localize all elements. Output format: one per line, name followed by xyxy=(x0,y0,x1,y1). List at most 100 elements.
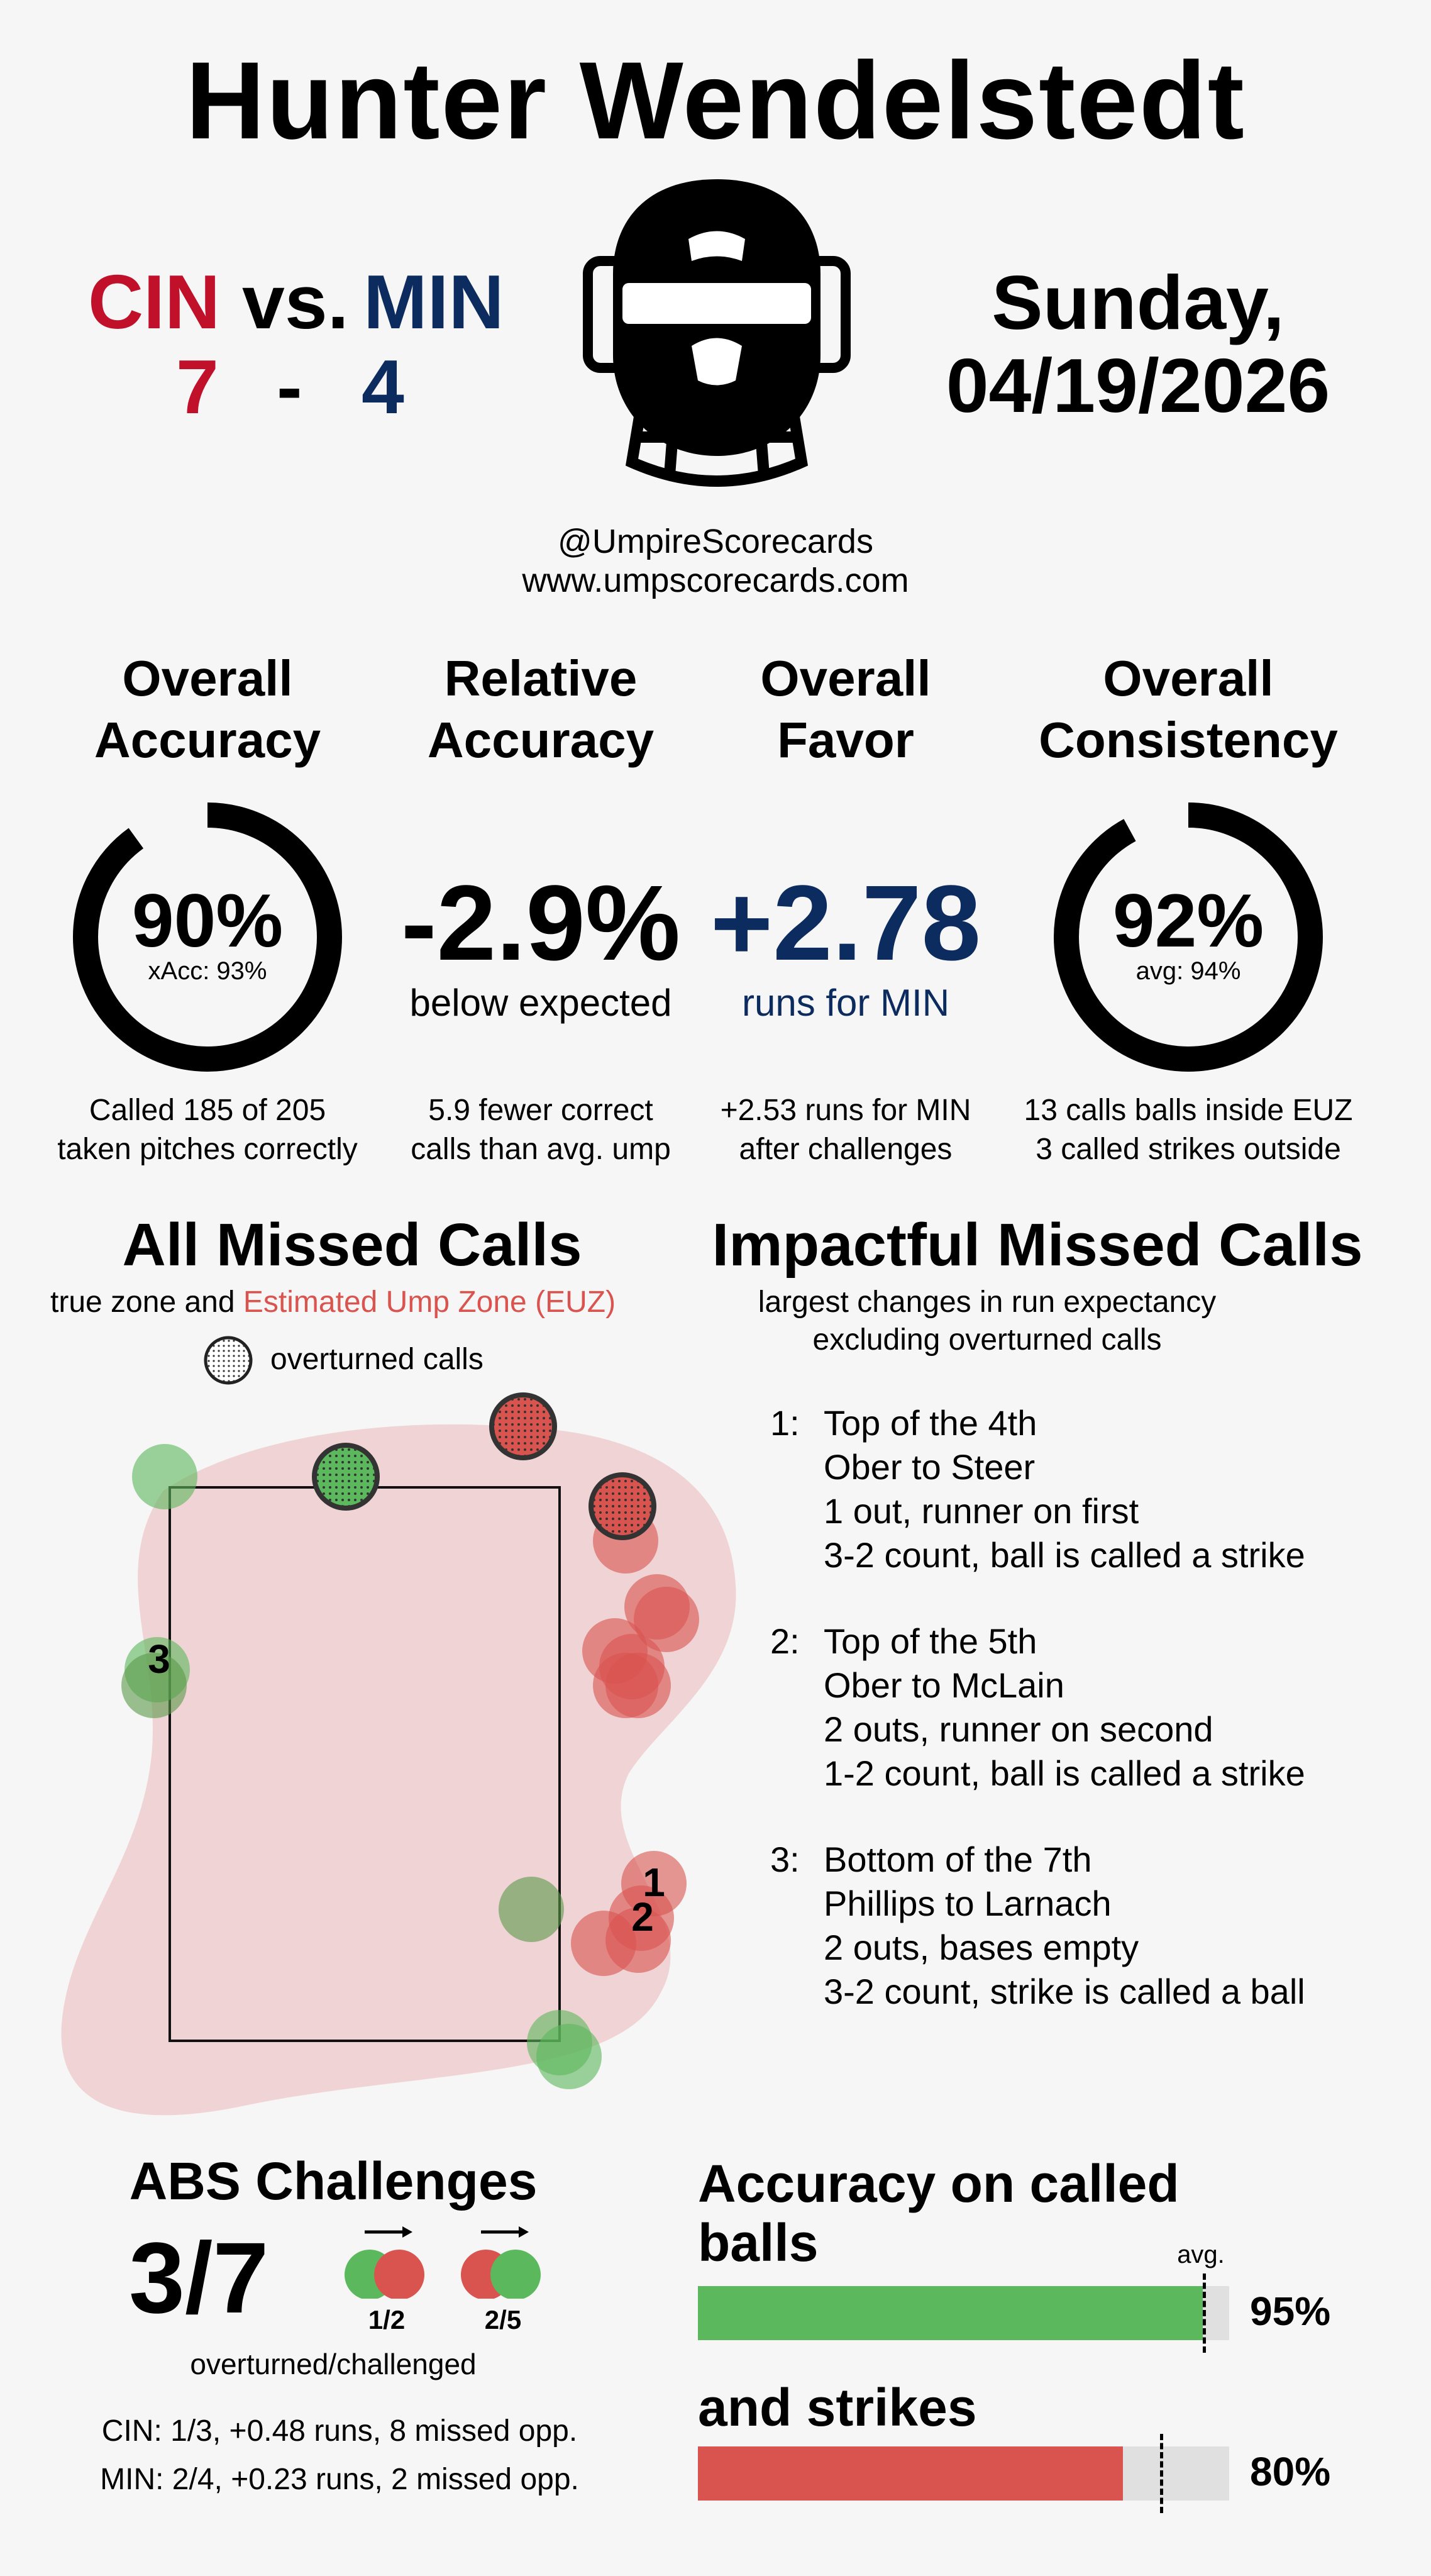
missed-call-green xyxy=(536,2024,602,2089)
accuracy-bars-title-line2: balls xyxy=(698,2213,819,2272)
missed-call-marker-1: 1 xyxy=(643,1860,665,1905)
abs-cin-line: CIN: 1/3, +0.48 runs, 8 missed opp. xyxy=(101,2414,578,2448)
impact-item-1-situation: 1 out, runner on first xyxy=(824,1491,1139,1531)
relative-footer-line1: 5.9 fewer correct xyxy=(428,1094,653,1127)
missed-call-green xyxy=(121,1653,187,1718)
favor-value: +2.78 xyxy=(710,863,981,983)
strike-to-ball-icon xyxy=(461,2226,541,2299)
relative-footer: 5.9 fewer correct calls than avg. ump xyxy=(387,1091,695,1169)
abs-icon1-label: 1/2 xyxy=(368,2305,406,2334)
impact-item-2: Top of the 5th Ober to McLain 2 outs, ru… xyxy=(824,1619,1305,1796)
consistency-value: 92% xyxy=(1112,879,1264,963)
abs-icon2-label: 2/5 xyxy=(484,2305,522,2334)
balls-accuracy-value: 95% xyxy=(1250,2289,1331,2334)
date-value: 04/19/2026 xyxy=(946,343,1330,428)
true-zone-label: true zone and xyxy=(50,1285,235,1319)
accuracy-heading-line2: Accuracy xyxy=(94,712,321,768)
impactful-title: Impactful Missed Calls xyxy=(712,1211,1363,1279)
impact-item-2-num: 2: xyxy=(770,1621,800,1661)
overturned-legend-icon xyxy=(204,1336,253,1385)
accuracy-heading: Overall Accuracy xyxy=(38,648,377,771)
accuracy-footer: Called 185 of 205 taken pitches correctl… xyxy=(13,1091,402,1169)
impact-item-3-call: 3-2 count, strike is called a ball xyxy=(824,1972,1305,2011)
website-link[interactable]: www.umpscorecards.com xyxy=(522,562,909,599)
consistency-heading: Overall Consistency xyxy=(1006,648,1371,771)
consistency-avg: avg: 94% xyxy=(1135,957,1241,985)
missed-call-green xyxy=(499,1877,564,1942)
accuracy-value: 90% xyxy=(131,879,284,963)
accuracy-footer-line1: Called 185 of 205 xyxy=(89,1094,326,1127)
avg-label: avg. xyxy=(1177,2241,1225,2268)
missed-call-red xyxy=(605,1653,671,1718)
xacc-value: xAcc: 93% xyxy=(148,957,267,985)
missed-call-marker-3: 3 xyxy=(148,1636,170,1682)
accuracy-heading-line1: Overall xyxy=(122,650,293,706)
away-team: CIN xyxy=(88,259,221,345)
date-day: Sunday, xyxy=(992,260,1285,345)
impact-item-2-situation: 2 outs, runner on second xyxy=(824,1709,1213,1749)
vs-label: vs. xyxy=(242,259,349,345)
missed-call-red xyxy=(634,1587,699,1652)
strikes-accuracy-bar xyxy=(698,2434,1229,2513)
abs-caption: overturned/challenged xyxy=(190,2348,477,2380)
favor-sub: runs for MIN xyxy=(741,982,950,1024)
impactful-subtitle-2: excluding overturned calls xyxy=(812,1323,1162,1357)
accuracy-bars-title: Accuracy on called balls xyxy=(698,2154,1180,2272)
abs-min-line: MIN: 2/4, +0.23 runs, 2 missed opp. xyxy=(100,2463,579,2496)
strikes-accuracy-value: 80% xyxy=(1250,2449,1331,2494)
impact-item-2-inning: Top of the 5th xyxy=(824,1621,1037,1661)
favor-footer-line1: +2.53 runs for MIN xyxy=(720,1094,971,1127)
euz-label: Estimated Ump Zone (EUZ) xyxy=(243,1285,616,1319)
favor-heading: Overall Favor xyxy=(698,648,993,771)
relative-heading-line1: Relative xyxy=(444,650,638,706)
impact-item-1-inning: Top of the 4th xyxy=(824,1403,1037,1443)
missed-call-green xyxy=(132,1444,197,1509)
score-dash: - xyxy=(277,344,302,430)
strikes-avg-marker xyxy=(1160,2434,1164,2513)
balls-accuracy-fill xyxy=(698,2286,1203,2340)
favor-footer-line2: after challenges xyxy=(739,1133,953,1166)
consistency-footer-line1: 13 calls balls inside EUZ xyxy=(1024,1094,1353,1127)
euz-shape xyxy=(61,1424,736,2116)
consistency-footer-line2: 3 called strikes outside xyxy=(1036,1133,1341,1166)
missed-calls-plot: 1 2 3 xyxy=(61,1392,736,2116)
missed-calls-title: All Missed Calls xyxy=(122,1211,582,1279)
impactful-subtitle-1: largest changes in run expectancy xyxy=(758,1285,1217,1319)
impact-item-1-matchup: Ober to Steer xyxy=(824,1447,1036,1487)
balls-avg-marker xyxy=(1202,2273,1206,2353)
relative-footer-line2: calls than avg. ump xyxy=(411,1133,671,1166)
consistency-heading-line2: Consistency xyxy=(1039,712,1338,768)
home-team: MIN xyxy=(363,259,504,345)
impact-item-1-call: 3-2 count, ball is called a strike xyxy=(824,1535,1305,1575)
missed-calls-subtitle: true zone and Estimated Ump Zone (EUZ) xyxy=(50,1285,679,1319)
strikes-accuracy-fill xyxy=(698,2446,1123,2501)
consistency-heading-line1: Overall xyxy=(1103,650,1274,706)
overturned-call-red-dots xyxy=(494,1397,552,1455)
relative-sub: below expected xyxy=(409,982,672,1024)
game-date: Sunday, 04/19/2026 xyxy=(880,261,1396,427)
relative-heading: Relative Accuracy xyxy=(371,648,710,771)
favor-heading-line1: Overall xyxy=(760,650,931,706)
missed-call-red xyxy=(605,1907,671,1973)
accuracy-footer-line2: taken pitches correctly xyxy=(57,1133,358,1166)
impact-item-3-matchup: Phillips to Larnach xyxy=(824,1884,1112,1923)
accuracy-ring xyxy=(73,802,342,1072)
twitter-handle: @UmpireScorecards xyxy=(558,523,873,560)
away-score: 7 xyxy=(176,344,219,430)
favor-footer: +2.53 runs for MIN after challenges xyxy=(692,1091,1000,1169)
impact-item-3: Bottom of the 7th Phillips to Larnach 2 … xyxy=(824,1838,1305,2014)
balls-accuracy-bar xyxy=(698,2273,1229,2353)
abs-title: ABS Challenges xyxy=(129,2151,538,2211)
consistency-footer: 13 calls balls inside EUZ 3 called strik… xyxy=(1000,1091,1377,1169)
abs-score: 3/7 xyxy=(129,2221,269,2334)
overturned-call-green-dots xyxy=(317,1448,375,1506)
relative-heading-line2: Accuracy xyxy=(427,712,655,768)
impact-item-3-situation: 2 outs, bases empty xyxy=(824,1928,1139,1967)
umpire-name: Hunter Wendelstedt xyxy=(185,40,1246,162)
missed-call-marker-2: 2 xyxy=(631,1894,654,1940)
umpire-mask-icon xyxy=(583,179,851,487)
home-score: 4 xyxy=(362,344,404,430)
strikes-title: and strikes xyxy=(698,2378,977,2437)
impact-item-1-num: 1: xyxy=(770,1403,800,1443)
impact-item-2-matchup: Ober to McLain xyxy=(824,1665,1064,1705)
